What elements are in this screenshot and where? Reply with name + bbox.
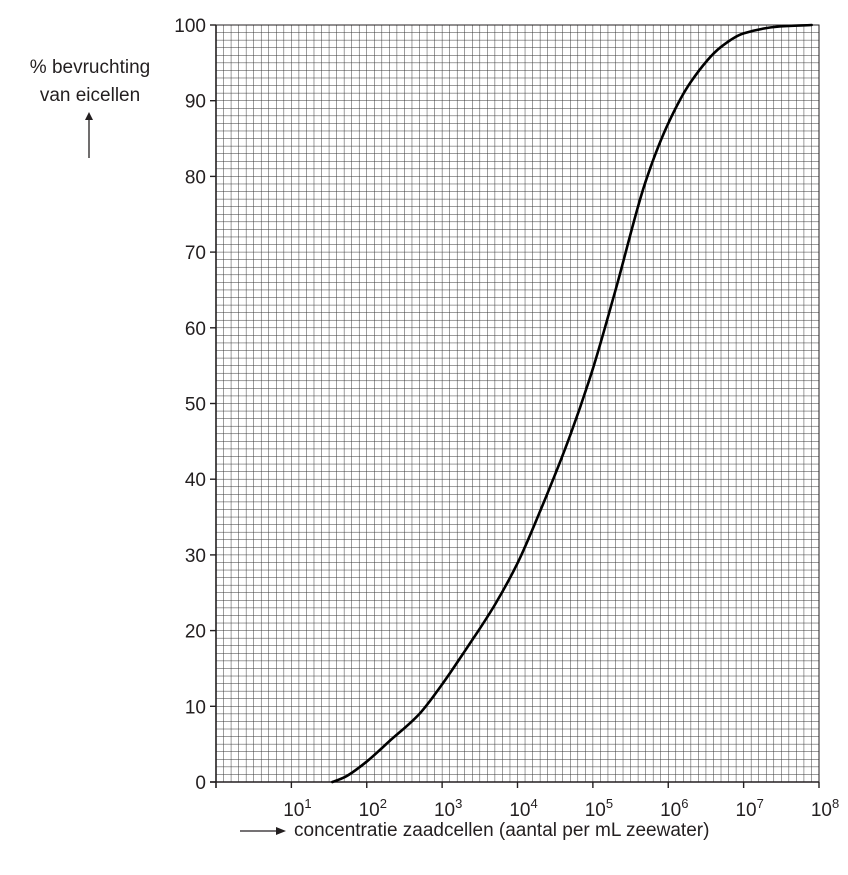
x-tick-label: 107 — [735, 796, 763, 821]
y-axis-label-line-1: % bevruchting — [29, 57, 151, 78]
y-tick-label: 10 — [185, 697, 206, 718]
y-tick-label: 80 — [185, 167, 206, 188]
y-tick-label: 30 — [185, 546, 206, 567]
y-tick-label: 0 — [195, 773, 206, 794]
axes — [210, 25, 819, 788]
x-axis-arrow — [240, 827, 286, 835]
y-tick-label: 70 — [185, 243, 206, 264]
y-tick-label: 60 — [185, 319, 206, 340]
series-line — [331, 23, 813, 784]
y-tick-label: 50 — [185, 395, 206, 416]
x-tick-label: 106 — [660, 796, 688, 821]
y-tick-label: 40 — [185, 470, 206, 491]
grid — [215, 24, 820, 783]
x-axis-label: concentratie zaadcellen (aantal per mL z… — [240, 818, 709, 844]
x-tick-label: 101 — [283, 796, 311, 821]
series-layer — [331, 23, 813, 784]
y-axis-label-line-2: van eicellen — [39, 85, 141, 106]
x-tick-label: 102 — [359, 796, 387, 821]
x-tick-label: 104 — [509, 796, 537, 821]
x-tick-label: 105 — [585, 796, 613, 821]
y-tick-labels: 0 10 20 30 40 50 60 70 80 90 100 — [174, 16, 216, 794]
y-tick-label: 100 — [174, 16, 206, 37]
y-tick-label: 90 — [185, 92, 206, 113]
x-tick-label: 108 — [811, 796, 839, 821]
x-tick-labels: 101 102 103 104 105 106 107 108 — [283, 782, 839, 821]
x-tick-label: 103 — [434, 796, 462, 821]
y-tick-label: 20 — [185, 622, 206, 643]
x-axis-label-text: concentratie zaadcellen (aantal per mL z… — [294, 820, 710, 841]
